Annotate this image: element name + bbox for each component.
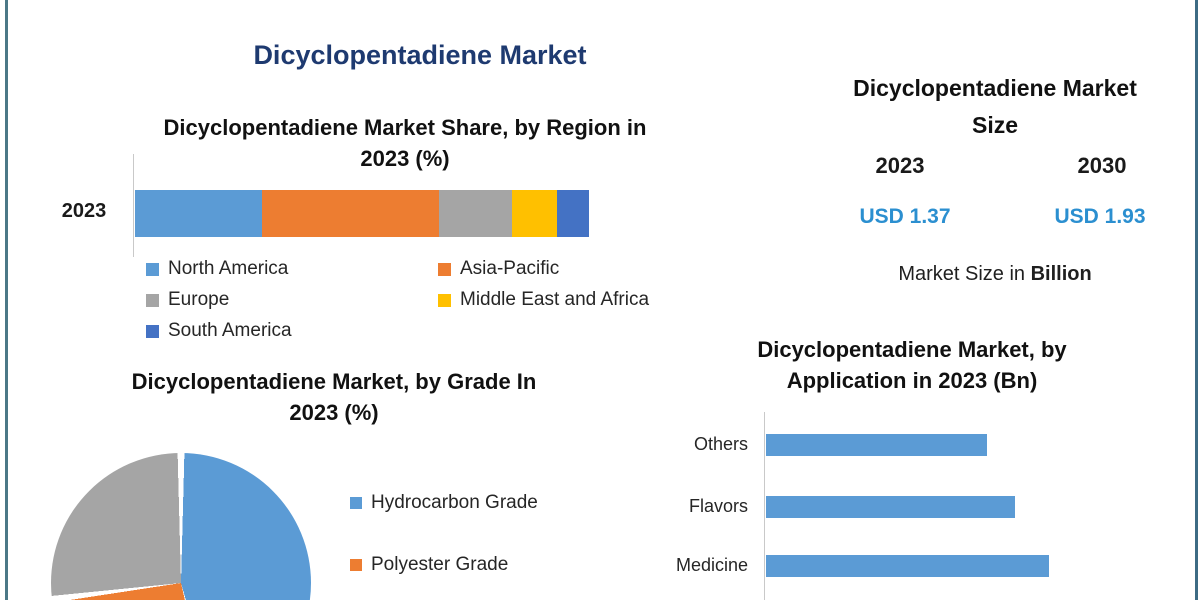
legend-swatch-icon <box>438 262 451 276</box>
legend-swatch-icon <box>438 293 451 307</box>
application-chart-y-axis <box>764 412 765 600</box>
legend-swatch-icon <box>146 262 159 276</box>
market-size-title-line1: Dicyclopentadiene Market <box>853 75 1137 101</box>
grade-legend-label: Polyester Grade <box>371 554 509 575</box>
application-bar-medicine <box>766 555 1049 577</box>
region-legend-label: Asia-Pacific <box>460 258 560 279</box>
region-chart-category-label: 2023 <box>61 200 107 222</box>
region-bar-segment-middle-east-and-africa <box>511 190 558 237</box>
grade-legend-item-polyester-grade: Polyester Grade <box>350 554 538 576</box>
grade-legend: Hydrocarbon Grade Polyester Grade <box>350 492 538 576</box>
region-legend-item-north-america: North America <box>146 258 438 280</box>
left-border-line <box>5 0 8 600</box>
application-chart-title-line1: Dicyclopentadiene Market, by <box>757 337 1067 362</box>
application-chart-title-line2: Application in 2023 (Bn) <box>786 368 1038 393</box>
region-legend-item-south-america: South America <box>146 320 438 342</box>
region-stacked-bar <box>135 190 589 237</box>
region-bar-segment-north-america <box>135 190 263 237</box>
region-legend-label: Middle East and Africa <box>460 289 650 310</box>
region-chart-title-line2: 2023 (%) <box>360 146 450 171</box>
region-legend-item-europe: Europe <box>146 289 438 311</box>
market-size-value-2023: USD 1.37 <box>859 205 951 228</box>
legend-swatch-icon <box>350 497 362 509</box>
application-category-label-flavors: Flavors <box>688 496 748 516</box>
region-chart-title-line1: Dicyclopentadiene Market Share, by Regio… <box>163 115 647 140</box>
region-legend-label: South America <box>168 320 292 341</box>
region-legend-label: North America <box>168 258 289 279</box>
grade-pie-chart <box>51 453 311 600</box>
region-bar-segment-europe <box>439 190 512 237</box>
region-chart-title: Dicyclopentadiene Market Share, by Regio… <box>105 112 705 174</box>
grade-chart-title-line2: 2023 (%) <box>289 400 379 425</box>
legend-swatch-icon <box>146 324 159 338</box>
market-size-value-2030: USD 1.93 <box>1054 205 1146 228</box>
region-legend-label: Europe <box>168 289 230 310</box>
grade-chart-title: Dicyclopentadiene Market, by Grade In 20… <box>84 366 584 428</box>
legend-swatch-icon <box>350 559 362 571</box>
application-chart-title: Dicyclopentadiene Market, by Application… <box>712 334 1112 396</box>
market-size-caption-prefix: Market Size in <box>898 263 1031 285</box>
market-size-caption: Market Size in Billion <box>795 263 1195 286</box>
region-legend-item-middle-east-and-africa: Middle East and Africa <box>438 289 706 311</box>
grade-chart-title-line1: Dicyclopentadiene Market, by Grade In <box>131 369 537 394</box>
market-size-caption-unit: Billion <box>1030 263 1092 285</box>
application-category-label-others: Others <box>693 434 748 454</box>
region-bar-segment-asia-pacific <box>262 190 440 237</box>
region-legend: North America Asia-Pacific Europe Middle Ea… <box>146 258 706 342</box>
region-chart-y-axis <box>133 154 134 257</box>
right-border-line <box>1195 0 1198 600</box>
page-title: Dicyclopentadiene Market <box>253 40 587 70</box>
market-size-title: Dicyclopentadiene Market Size <box>795 70 1195 144</box>
legend-swatch-icon <box>146 293 159 307</box>
market-size-title-line2: Size <box>971 112 1019 138</box>
application-bar-flavors <box>766 496 1015 518</box>
region-legend-item-asia-pacific: Asia-Pacific <box>438 258 706 280</box>
grade-legend-label: Hydrocarbon Grade <box>371 492 538 513</box>
market-size-year-2023: 2023 <box>875 153 925 178</box>
application-category-label-medicine: Medicine <box>675 555 748 575</box>
region-bar-segment-south-america <box>557 190 589 237</box>
grade-legend-item-hydrocarbon-grade: Hydrocarbon Grade <box>350 492 538 514</box>
market-size-year-2030: 2030 <box>1077 153 1127 178</box>
application-bar-others <box>766 434 987 456</box>
